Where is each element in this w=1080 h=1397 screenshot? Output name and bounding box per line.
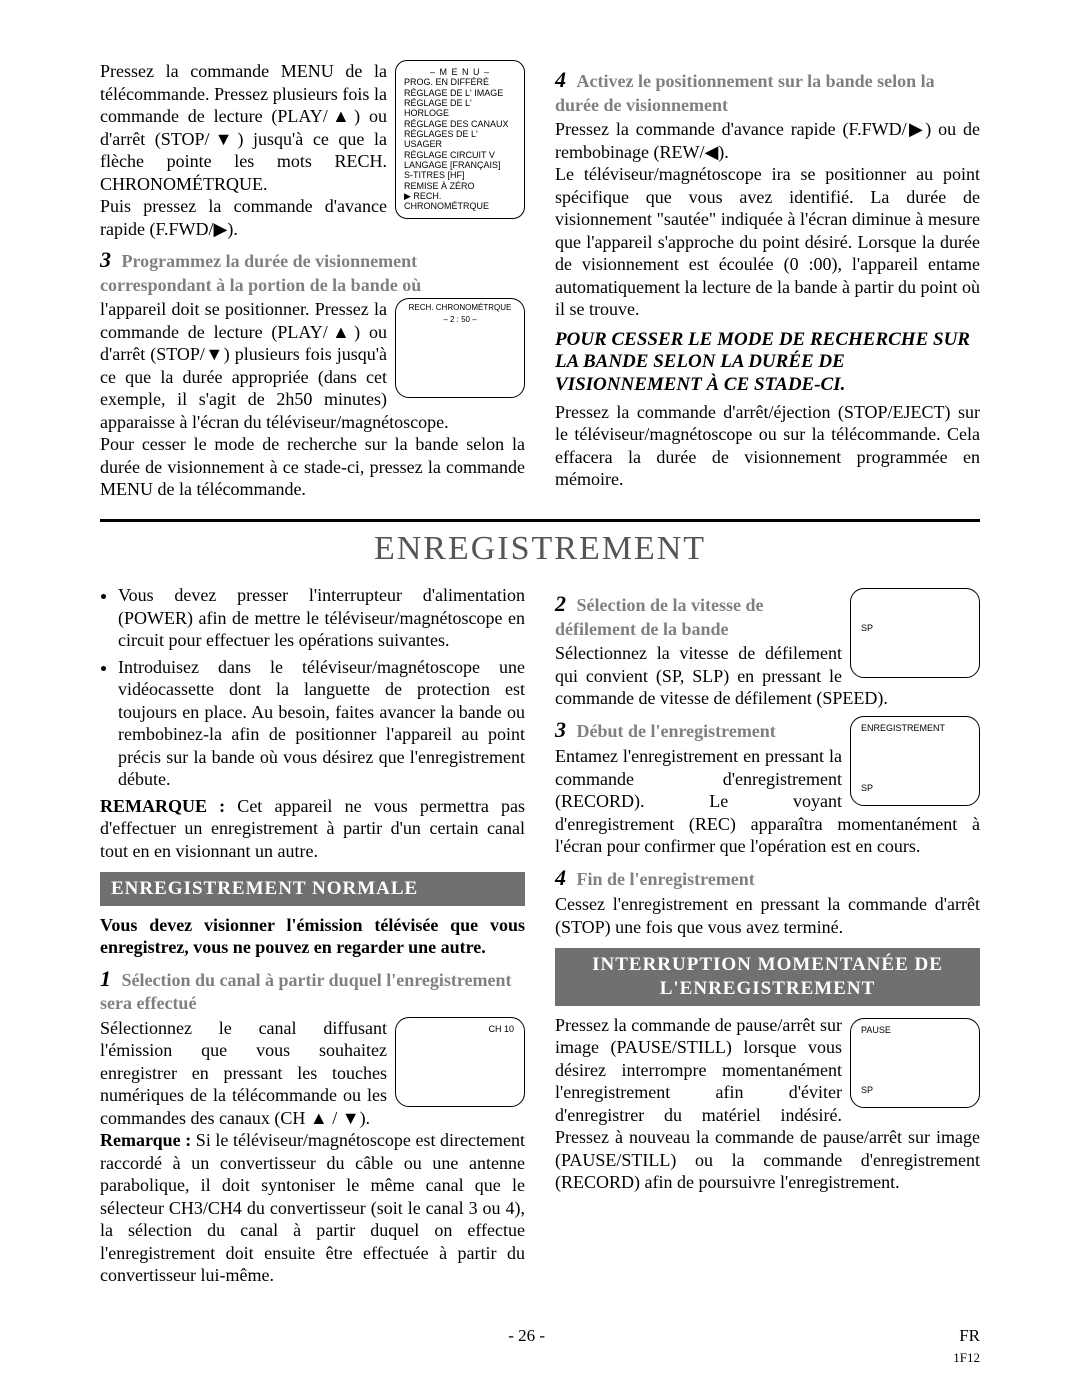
doc-code: 1F12 xyxy=(953,1350,980,1365)
section-heading: ENREGISTREMENT xyxy=(100,528,980,571)
rec-step-4-num: 4 xyxy=(555,865,566,890)
top-left-column: – M E N U – PROG. EN DIFFÉRÉ RÉGLAGE DE … xyxy=(100,60,525,501)
step-4-p1: Pressez la commande d'avance rapide (F.F… xyxy=(555,118,980,163)
subheader-normal-recording: ENREGISTREMENT NORMALE xyxy=(100,872,525,906)
rec-step-4-text: Fin de l'enregistrement xyxy=(577,869,755,889)
must-watch-note: Vous devez visionner l'émission télévisé… xyxy=(100,914,525,959)
top-right-column: 4 Activez le positionnement sur la bande… xyxy=(555,60,980,501)
rec-step-4-body: Cessez l'enregistrement en pressant la c… xyxy=(555,893,980,938)
remarque: REMARQUE : Cet appareil ne vous permettr… xyxy=(100,795,525,863)
cease-body: Pressez la commande d'arrêt/éjection (ST… xyxy=(555,401,980,491)
pause-label: PAUSE xyxy=(861,1025,891,1036)
step-3-num: 3 xyxy=(100,247,111,272)
step-4-p2: Le téléviseur/magnétoscope ira se positi… xyxy=(555,163,980,321)
rec-bullet-1: Vous devez presser l'interrupteur d'alim… xyxy=(118,584,525,652)
manual-page: – M E N U – PROG. EN DIFFÉRÉ RÉGLAGE DE … xyxy=(100,60,980,1367)
menu-lines: PROG. EN DIFFÉRÉ RÉGLAGE DE L' IMAGE RÉG… xyxy=(404,77,516,211)
rec-step-1-text: Sélection du canal à partir duquel l'enr… xyxy=(100,970,512,1014)
rec-step-1-num: 1 xyxy=(100,966,111,991)
rec-left-column: Vous devez presser l'interrupteur d'alim… xyxy=(100,584,525,1287)
top-columns: – M E N U – PROG. EN DIFFÉRÉ RÉGLAGE DE … xyxy=(100,60,980,501)
remarque-2: Remarque : Si le téléviseur/magnétoscope… xyxy=(100,1129,525,1287)
rec-step-3-text: Début de l'enregistrement xyxy=(577,721,776,741)
step-4-text: Activez le positionnement sur la bande s… xyxy=(555,71,935,115)
record-box: ENREGISTREMENT SP xyxy=(850,716,980,806)
rec-step-1-header: 1 Sélection du canal à partir duquel l'e… xyxy=(100,965,525,1015)
footer-right: FR 1F12 xyxy=(953,1325,980,1368)
step-4-num: 4 xyxy=(555,67,566,92)
rec-step-3-num: 3 xyxy=(555,717,566,742)
subheader-pause: INTERRUPTION MOMENTANÉE DE L'ENREGISTREM… xyxy=(555,948,980,1006)
channel-box: CH 10 xyxy=(395,1017,525,1107)
remarque-2-label: Remarque : xyxy=(100,1130,191,1150)
rec-bullet-2: Introduisez dans le téléviseur/magnétosc… xyxy=(118,656,525,791)
recording-columns: Vous devez presser l'interrupteur d'alim… xyxy=(100,584,980,1287)
step-3-header: 3 Programmez la durée de visionnement co… xyxy=(100,246,525,296)
footer: - 26 - FR 1F12 xyxy=(100,1305,980,1368)
rec-right-column: SP 2 Sélection de la vitesse de défileme… xyxy=(555,584,980,1287)
step-3-text: Programmez la durée de visionnement corr… xyxy=(100,251,421,295)
speed-box: SP xyxy=(850,588,980,678)
cease-heading: POUR CESSER LE MODE DE RECHERCHE SUR LA … xyxy=(555,329,980,397)
record-sp: SP xyxy=(861,783,873,794)
lang-code: FR xyxy=(959,1326,980,1345)
remarque-2-text: Si le téléviseur/magnétoscope est direct… xyxy=(100,1130,525,1285)
rech-box: RECH. CHRONOMÉTRQUE – 2 : 50 – xyxy=(395,298,525,398)
step-3-after: Pour cesser le mode de recherche sur la … xyxy=(100,433,525,501)
step-4-header: 4 Activez le positionnement sur la bande… xyxy=(555,66,980,116)
pause-box: PAUSE SP xyxy=(850,1018,980,1108)
channel-label: CH 10 xyxy=(488,1024,514,1035)
menu-title: – M E N U – xyxy=(404,67,516,77)
rech-time: – 2 : 50 – xyxy=(402,315,518,325)
rec-step-2-num: 2 xyxy=(555,591,566,616)
pause-sp: SP xyxy=(861,1085,873,1096)
page-number: - 26 - xyxy=(508,1325,545,1368)
rec-step-4-header: 4 Fin de l'enregistrement xyxy=(555,864,980,892)
rech-title: RECH. CHRONOMÉTRQUE xyxy=(402,303,518,313)
rec-bullets: Vous devez presser l'interrupteur d'alim… xyxy=(100,584,525,791)
rule-line xyxy=(100,519,980,522)
osd-menu-box: – M E N U – PROG. EN DIFFÉRÉ RÉGLAGE DE … xyxy=(395,60,525,219)
section-title: ENREGISTREMENT xyxy=(100,519,980,571)
speed-label: SP xyxy=(861,623,873,634)
record-label: ENREGISTREMENT xyxy=(861,723,945,734)
rec-step-2-text: Sélection de la vitesse de défilement de… xyxy=(555,595,763,639)
remarque-label: REMARQUE : xyxy=(100,796,225,816)
